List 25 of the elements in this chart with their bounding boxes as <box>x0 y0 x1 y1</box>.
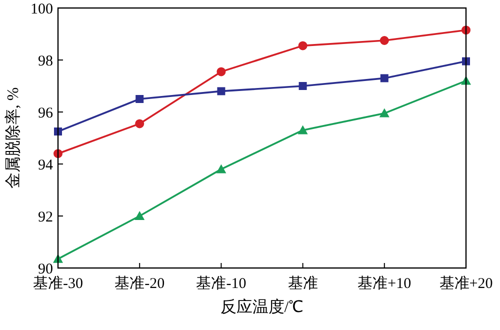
point <box>380 74 388 82</box>
y-tick-label: 100 <box>30 1 53 18</box>
x-tick-label: 基准-20 <box>114 275 165 292</box>
x-tick-label: 基准 <box>288 275 318 292</box>
point <box>135 119 144 128</box>
point <box>217 87 226 96</box>
x-tick-label: 基准-10 <box>196 275 246 292</box>
x-tick-label: 基准+20 <box>439 275 493 292</box>
x-tick-label: 基准-30 <box>33 275 83 292</box>
point <box>380 36 389 45</box>
point <box>216 67 226 76</box>
point <box>379 108 390 118</box>
x-axis-title: 反应温度/℃ <box>220 298 304 316</box>
y-axis-title: 金属脱除率, % <box>4 87 22 189</box>
x-tick-label: 基准+10 <box>358 275 412 292</box>
y-tick-label: 94 <box>38 157 54 174</box>
y-tick-label: 96 <box>38 105 54 122</box>
point <box>216 164 226 174</box>
point <box>298 82 307 90</box>
point <box>298 125 308 134</box>
y-tick-label: 98 <box>38 53 53 70</box>
point <box>136 95 144 103</box>
point <box>298 41 308 50</box>
point <box>134 211 145 220</box>
y-tick-label: 92 <box>38 209 53 226</box>
